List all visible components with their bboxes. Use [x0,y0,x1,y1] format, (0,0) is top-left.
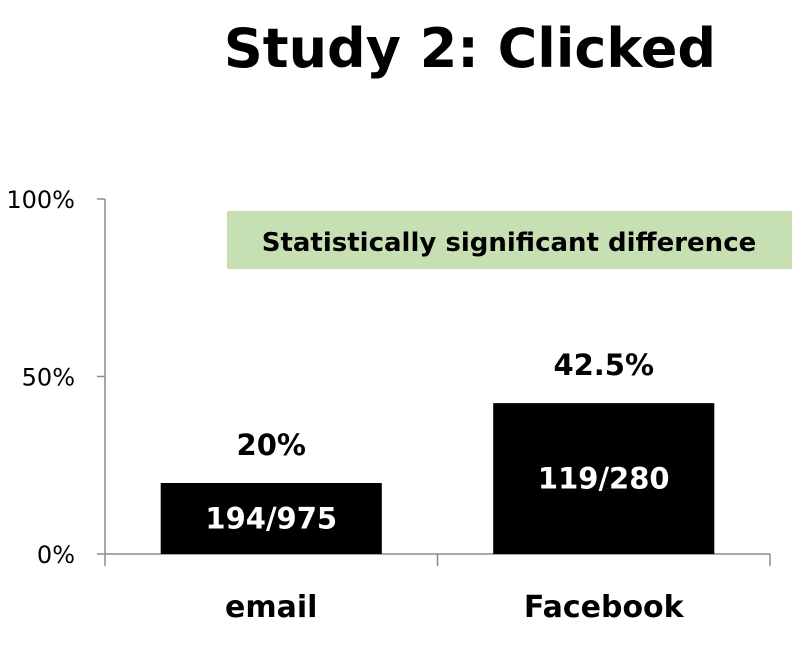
y-tick-label: 0% [37,541,75,569]
bar-count-label: 119/280 [538,462,670,496]
y-tick-label: 50% [22,364,75,392]
bar-facebook [493,403,715,554]
category-label: email [225,590,317,625]
bar-series [160,403,715,554]
bar-count-label: 194/975 [205,502,337,536]
bar-value-label: 42.5% [553,348,654,382]
y-tick-label: 100% [6,186,75,214]
chart-title: Study 2: Clicked [224,17,716,80]
significance-annotation: Statistically significant difference [227,211,792,269]
bar-value-label: 20% [237,428,306,462]
annotation-background [227,211,792,269]
data-labels: 194/975 20% email 119/280 42.5% Facebook [205,348,684,625]
bar-email [160,483,382,554]
y-axis-ticks: 0% 50% 100% [6,186,105,569]
category-label: Facebook [524,590,685,625]
annotation-text: Statistically significant difference [262,228,757,258]
x-axis-ticks [104,554,771,566]
